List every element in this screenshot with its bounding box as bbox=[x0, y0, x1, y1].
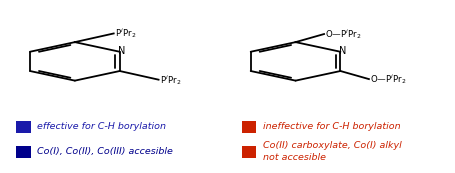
Bar bbox=[241, 121, 255, 133]
Text: Co(I), Co(II), Co(III) accesible: Co(I), Co(II), Co(III) accesible bbox=[37, 147, 173, 156]
Text: Co(II) carboxylate, Co(I) alkyl
not accesible: Co(II) carboxylate, Co(I) alkyl not acce… bbox=[262, 141, 400, 162]
Text: P$^i$Pr$_2$: P$^i$Pr$_2$ bbox=[160, 73, 181, 87]
Bar bbox=[16, 121, 30, 133]
Text: O—P$^i$Pr$_2$: O—P$^i$Pr$_2$ bbox=[325, 27, 361, 41]
Bar bbox=[16, 146, 30, 158]
Text: N: N bbox=[338, 46, 345, 56]
Text: N: N bbox=[117, 46, 125, 56]
Bar bbox=[241, 146, 255, 158]
Text: P$^i$Pr$_2$: P$^i$Pr$_2$ bbox=[115, 26, 136, 40]
Text: effective for C-H borylation: effective for C-H borylation bbox=[37, 122, 166, 131]
Text: O—P$^i$Pr$_2$: O—P$^i$Pr$_2$ bbox=[369, 72, 406, 86]
Text: ineffective for C-H borylation: ineffective for C-H borylation bbox=[262, 122, 399, 131]
